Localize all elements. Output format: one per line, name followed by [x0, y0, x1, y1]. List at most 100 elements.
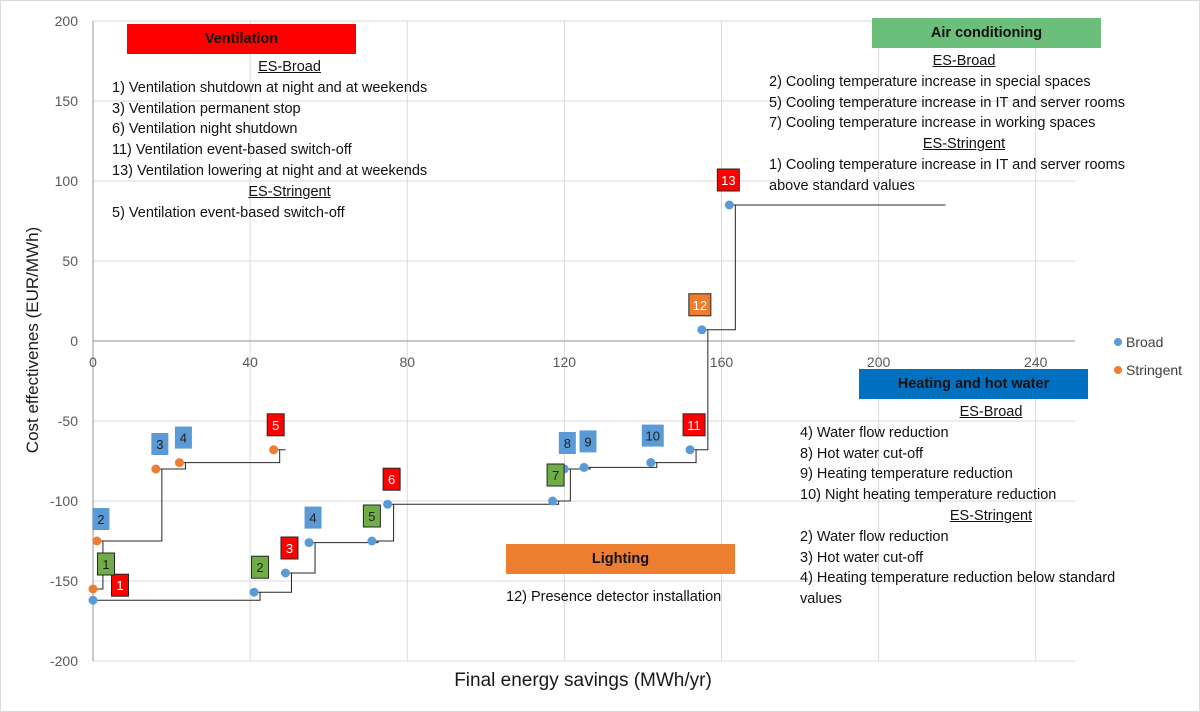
heating-broad-item: 9) Heating temperature reduction: [800, 466, 1013, 483]
x-axis-label: Final energy savings (MWh/yr): [454, 670, 712, 691]
label-box: [92, 508, 110, 530]
point-broad: [304, 538, 314, 548]
ventilation-broad-item: 13) Ventilation lowering at night and at…: [112, 162, 428, 179]
point-stringent: [151, 464, 161, 474]
y-tick-label: -200: [50, 653, 78, 669]
point-broad: [88, 595, 98, 605]
label-text: 1: [116, 578, 123, 593]
heating-title: Heating and hot water: [897, 376, 1050, 392]
point-broad: [646, 458, 656, 468]
x-tick-label: 240: [1024, 354, 1048, 370]
air-conditioning-broad-heading: ES-Broad: [932, 53, 996, 69]
label-box: [280, 536, 299, 560]
point-broad: [697, 325, 707, 335]
label-box: [304, 506, 322, 529]
legend-marker-broad: [1114, 338, 1122, 346]
label-box: [174, 426, 192, 449]
ventilation-broad-item: 11) Ventilation event-based switch-off: [112, 142, 352, 159]
legend-label-broad: Broad: [1126, 334, 1163, 350]
point-broad: [579, 462, 589, 472]
air-conditioning-title: Air conditioning: [930, 25, 1043, 41]
y-tick-label: 200: [55, 13, 79, 29]
air-conditioning-legend: ES-Broad 2) Cooling temperature increase…: [769, 51, 1159, 197]
label-box: [546, 463, 565, 487]
data-points: [88, 200, 734, 605]
y-tick-label: 50: [62, 253, 78, 269]
x-tick-label: 160: [710, 354, 734, 370]
ventilation-legend: ES-Broad 1) Ventilation shutdown at nigh…: [112, 57, 467, 223]
point-stringent: [269, 445, 279, 455]
y-tick-label: 0: [70, 333, 78, 349]
label-box: [251, 555, 270, 579]
ventilation-title: Ventilation: [204, 31, 279, 47]
legend-label-stringent: Stringent: [1126, 362, 1182, 378]
label-text: 13: [721, 173, 735, 188]
step-line-stringent: [93, 449, 286, 590]
point-broad: [249, 587, 259, 597]
step-line-broad: [93, 204, 946, 601]
air-conditioning-stringent-item: above standard values: [769, 177, 915, 194]
lighting-broad-item: 12) Presence detector installation: [506, 589, 722, 605]
label-text: 3: [156, 437, 163, 452]
legend-marker-stringent: [1114, 366, 1122, 374]
legend: Broad Stringent: [1114, 334, 1182, 378]
point-label-stringent: 5: [266, 413, 285, 437]
point-label-broad: 2: [251, 555, 270, 579]
label-box: [688, 293, 712, 317]
label-text: 2: [97, 512, 104, 527]
heating-stringent-item: 4) Heating temperature reduction below s…: [800, 570, 1116, 587]
label-box: [579, 430, 597, 453]
point-broad: [724, 200, 734, 210]
label-box: [382, 467, 401, 491]
label-text: 6: [388, 472, 395, 487]
point-broad: [367, 536, 377, 546]
label-text: 12: [693, 298, 707, 313]
point-broad: [548, 496, 558, 506]
point-label-broad: 4: [304, 506, 322, 529]
point-label-stringent: 4: [174, 426, 192, 449]
point-label-broad: 10: [641, 424, 664, 447]
lighting-title: Lighting: [591, 551, 650, 567]
y-tick-label: -150: [50, 573, 78, 589]
point-label-broad: 3: [280, 536, 299, 560]
label-text: 5: [368, 509, 375, 524]
heating-broad-item: 10) Night heating temperature reduction: [800, 487, 1057, 504]
ventilation-stringent-heading: ES-Stringent: [248, 183, 331, 200]
point-broad: [383, 499, 393, 509]
y-tick-label: 100: [55, 173, 79, 189]
point-label-broad: 13: [716, 168, 740, 192]
point-stringent: [92, 536, 102, 546]
point-broad: [685, 445, 695, 455]
point-stringent: [174, 458, 184, 468]
label-box: [682, 413, 706, 437]
point-label-broad: 12: [688, 293, 712, 317]
label-text: 4: [180, 431, 187, 446]
point-label-stringent: 1: [97, 552, 115, 576]
heating-stringent-heading: ES-Stringent: [949, 507, 1033, 524]
point-label-broad: 6: [382, 467, 401, 491]
label-text: 4: [309, 511, 316, 526]
label-box: [151, 433, 169, 455]
ventilation-broad-heading: ES-Broad: [258, 59, 321, 75]
x-tick-label: 120: [553, 354, 577, 370]
y-tick-label: -100: [50, 493, 78, 509]
point-broad: [280, 568, 290, 578]
label-box: [97, 552, 115, 576]
x-tick-label: 80: [399, 354, 415, 370]
point-label-broad: 8: [558, 432, 576, 454]
label-text: 10: [646, 429, 660, 444]
heating-stringent-item: 2) Water flow reduction: [800, 528, 949, 545]
heating-stringent-item: values: [800, 591, 842, 608]
x-tick-label: 40: [242, 354, 258, 370]
label-box: [716, 168, 740, 192]
label-box: [362, 504, 381, 528]
point-label-broad: 7: [546, 463, 565, 487]
heating-broad-item: 4) Water flow reduction: [800, 424, 949, 441]
heating-broad-heading: ES-Broad: [959, 404, 1023, 420]
ventilation-banner: Ventilation: [127, 24, 356, 54]
label-text: 2: [256, 560, 263, 575]
ventilation-broad-item: 1) Ventilation shutdown at night and at …: [112, 79, 428, 96]
point-label-broad: 9: [579, 430, 597, 453]
